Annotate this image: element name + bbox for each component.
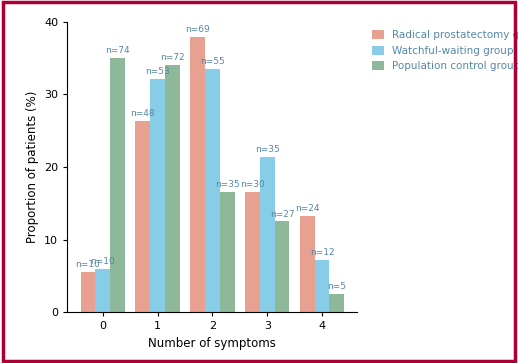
Bar	[245, 192, 260, 312]
Text: n=35: n=35	[255, 145, 280, 154]
Text: n=55: n=55	[200, 57, 225, 66]
Legend: Radical prostatectomy group, Watchful-waiting group, Population control group: Radical prostatectomy group, Watchful-wa…	[368, 27, 518, 74]
Text: n=10: n=10	[76, 260, 100, 269]
Text: n=35: n=35	[215, 180, 239, 189]
Bar	[329, 294, 344, 312]
Bar	[300, 216, 314, 312]
X-axis label: Number of symptoms: Number of symptoms	[149, 337, 276, 350]
Text: n=74: n=74	[105, 46, 130, 55]
Bar	[110, 58, 125, 312]
Text: n=53: n=53	[145, 67, 170, 76]
Y-axis label: Proportion of patients (%): Proportion of patients (%)	[25, 91, 39, 243]
Bar	[190, 37, 205, 312]
Bar	[95, 269, 110, 312]
Text: n=12: n=12	[310, 248, 334, 257]
Bar	[80, 272, 95, 312]
Text: n=24: n=24	[295, 204, 320, 213]
Bar	[150, 79, 165, 312]
Text: n=27: n=27	[270, 209, 294, 219]
Bar	[165, 65, 180, 312]
Bar	[220, 192, 235, 312]
Text: n=30: n=30	[240, 180, 265, 189]
Bar	[314, 260, 329, 312]
Bar	[135, 121, 150, 312]
Text: n=10: n=10	[90, 257, 115, 266]
Bar	[275, 221, 290, 312]
Bar	[205, 69, 220, 312]
Text: n=48: n=48	[131, 109, 155, 118]
Text: n=72: n=72	[160, 53, 185, 62]
Text: n=5: n=5	[327, 282, 347, 291]
Bar	[260, 157, 275, 312]
Text: n=69: n=69	[185, 25, 210, 34]
